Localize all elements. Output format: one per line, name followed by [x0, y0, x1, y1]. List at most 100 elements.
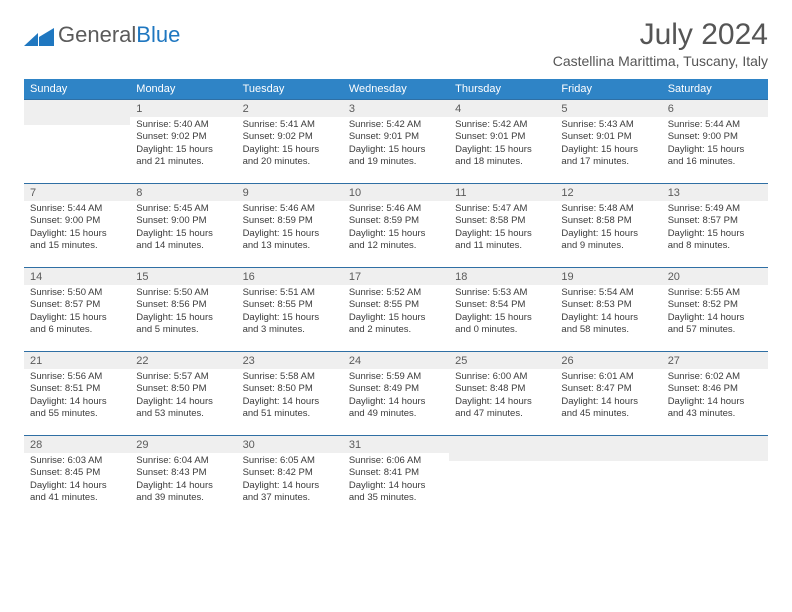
day-details: Sunrise: 5:43 AMSunset: 9:01 PMDaylight:… — [555, 117, 661, 172]
calendar-cell: 7Sunrise: 5:44 AMSunset: 9:00 PMDaylight… — [24, 183, 130, 267]
calendar-cell: 21Sunrise: 5:56 AMSunset: 8:51 PMDayligh… — [24, 351, 130, 435]
sunset-line: Sunset: 8:42 PM — [243, 467, 337, 479]
day-details: Sunrise: 5:56 AMSunset: 8:51 PMDaylight:… — [24, 369, 130, 424]
sunrise-line: Sunrise: 6:05 AM — [243, 455, 337, 467]
daylight-line: Daylight: 15 hours and 5 minutes. — [136, 312, 230, 337]
day-details: Sunrise: 6:04 AMSunset: 8:43 PMDaylight:… — [130, 453, 236, 508]
weekday-header-row: SundayMondayTuesdayWednesdayThursdayFrid… — [24, 79, 768, 99]
daylight-line: Daylight: 14 hours and 39 minutes. — [136, 480, 230, 505]
day-number: 24 — [343, 351, 449, 369]
logo-mark-icon — [24, 24, 54, 46]
daylight-line: Daylight: 14 hours and 43 minutes. — [668, 396, 762, 421]
title-block: July 2024 Castellina Marittima, Tuscany,… — [553, 18, 768, 77]
day-details: Sunrise: 5:48 AMSunset: 8:58 PMDaylight:… — [555, 201, 661, 256]
day-details: Sunrise: 5:42 AMSunset: 9:01 PMDaylight:… — [449, 117, 555, 172]
sunset-line: Sunset: 9:02 PM — [243, 131, 337, 143]
calendar-week-row: 1Sunrise: 5:40 AMSunset: 9:02 PMDaylight… — [24, 99, 768, 183]
day-details: Sunrise: 6:05 AMSunset: 8:42 PMDaylight:… — [237, 453, 343, 508]
sunset-line: Sunset: 8:57 PM — [668, 215, 762, 227]
sunrise-line: Sunrise: 5:42 AM — [349, 119, 443, 131]
sunrise-line: Sunrise: 5:44 AM — [668, 119, 762, 131]
calendar-cell: 18Sunrise: 5:53 AMSunset: 8:54 PMDayligh… — [449, 267, 555, 351]
daylight-line: Daylight: 15 hours and 2 minutes. — [349, 312, 443, 337]
weekday-header: Thursday — [449, 79, 555, 99]
sunrise-line: Sunrise: 5:40 AM — [136, 119, 230, 131]
sunset-line: Sunset: 8:41 PM — [349, 467, 443, 479]
sunset-line: Sunset: 8:51 PM — [30, 383, 124, 395]
weekday-header: Saturday — [662, 79, 768, 99]
sunrise-line: Sunrise: 5:42 AM — [455, 119, 549, 131]
calendar-cell: 10Sunrise: 5:46 AMSunset: 8:59 PMDayligh… — [343, 183, 449, 267]
sunset-line: Sunset: 8:50 PM — [243, 383, 337, 395]
day-number: 31 — [343, 435, 449, 453]
day-details: Sunrise: 5:50 AMSunset: 8:57 PMDaylight:… — [24, 285, 130, 340]
day-number: 14 — [24, 267, 130, 285]
calendar-cell: 29Sunrise: 6:04 AMSunset: 8:43 PMDayligh… — [130, 435, 236, 519]
day-details: Sunrise: 5:46 AMSunset: 8:59 PMDaylight:… — [237, 201, 343, 256]
day-number: 23 — [237, 351, 343, 369]
calendar-cell: 1Sunrise: 5:40 AMSunset: 9:02 PMDaylight… — [130, 99, 236, 183]
day-details: Sunrise: 5:50 AMSunset: 8:56 PMDaylight:… — [130, 285, 236, 340]
sunset-line: Sunset: 9:01 PM — [349, 131, 443, 143]
day-number: 26 — [555, 351, 661, 369]
sunrise-line: Sunrise: 5:55 AM — [668, 287, 762, 299]
calendar-cell — [449, 435, 555, 519]
day-details: Sunrise: 5:51 AMSunset: 8:55 PMDaylight:… — [237, 285, 343, 340]
daylight-line: Daylight: 14 hours and 49 minutes. — [349, 396, 443, 421]
day-details: Sunrise: 5:54 AMSunset: 8:53 PMDaylight:… — [555, 285, 661, 340]
day-number: 12 — [555, 183, 661, 201]
calendar-cell: 9Sunrise: 5:46 AMSunset: 8:59 PMDaylight… — [237, 183, 343, 267]
daylight-line: Daylight: 14 hours and 41 minutes. — [30, 480, 124, 505]
day-number: 27 — [662, 351, 768, 369]
day-number — [24, 99, 130, 125]
sunrise-line: Sunrise: 6:01 AM — [561, 371, 655, 383]
calendar-cell: 8Sunrise: 5:45 AMSunset: 9:00 PMDaylight… — [130, 183, 236, 267]
sunset-line: Sunset: 8:43 PM — [136, 467, 230, 479]
daylight-line: Daylight: 14 hours and 58 minutes. — [561, 312, 655, 337]
day-details: Sunrise: 5:44 AMSunset: 9:00 PMDaylight:… — [662, 117, 768, 172]
calendar-cell: 27Sunrise: 6:02 AMSunset: 8:46 PMDayligh… — [662, 351, 768, 435]
calendar-cell: 30Sunrise: 6:05 AMSunset: 8:42 PMDayligh… — [237, 435, 343, 519]
sunrise-line: Sunrise: 5:57 AM — [136, 371, 230, 383]
day-number: 6 — [662, 99, 768, 117]
day-number: 11 — [449, 183, 555, 201]
weekday-header: Friday — [555, 79, 661, 99]
sunrise-line: Sunrise: 5:49 AM — [668, 203, 762, 215]
sunrise-line: Sunrise: 5:45 AM — [136, 203, 230, 215]
sunrise-line: Sunrise: 5:53 AM — [455, 287, 549, 299]
daylight-line: Daylight: 14 hours and 37 minutes. — [243, 480, 337, 505]
calendar-cell: 13Sunrise: 5:49 AMSunset: 8:57 PMDayligh… — [662, 183, 768, 267]
sunset-line: Sunset: 8:57 PM — [30, 299, 124, 311]
daylight-line: Daylight: 15 hours and 18 minutes. — [455, 144, 549, 169]
daylight-line: Daylight: 15 hours and 14 minutes. — [136, 228, 230, 253]
daylight-line: Daylight: 14 hours and 35 minutes. — [349, 480, 443, 505]
sunrise-line: Sunrise: 5:58 AM — [243, 371, 337, 383]
sunset-line: Sunset: 8:49 PM — [349, 383, 443, 395]
day-number: 5 — [555, 99, 661, 117]
calendar-cell: 19Sunrise: 5:54 AMSunset: 8:53 PMDayligh… — [555, 267, 661, 351]
sunrise-line: Sunrise: 6:03 AM — [30, 455, 124, 467]
day-number: 20 — [662, 267, 768, 285]
daylight-line: Daylight: 15 hours and 3 minutes. — [243, 312, 337, 337]
weekday-header: Sunday — [24, 79, 130, 99]
calendar-cell: 3Sunrise: 5:42 AMSunset: 9:01 PMDaylight… — [343, 99, 449, 183]
weekday-header: Tuesday — [237, 79, 343, 99]
sunset-line: Sunset: 8:54 PM — [455, 299, 549, 311]
day-number: 19 — [555, 267, 661, 285]
day-details: Sunrise: 6:02 AMSunset: 8:46 PMDaylight:… — [662, 369, 768, 424]
sunset-line: Sunset: 8:45 PM — [30, 467, 124, 479]
sunrise-line: Sunrise: 5:54 AM — [561, 287, 655, 299]
day-number: 18 — [449, 267, 555, 285]
weekday-header: Wednesday — [343, 79, 449, 99]
sunrise-line: Sunrise: 5:46 AM — [243, 203, 337, 215]
calendar-cell: 31Sunrise: 6:06 AMSunset: 8:41 PMDayligh… — [343, 435, 449, 519]
daylight-line: Daylight: 15 hours and 17 minutes. — [561, 144, 655, 169]
daylight-line: Daylight: 15 hours and 9 minutes. — [561, 228, 655, 253]
calendar-week-row: 7Sunrise: 5:44 AMSunset: 9:00 PMDaylight… — [24, 183, 768, 267]
sunrise-line: Sunrise: 5:56 AM — [30, 371, 124, 383]
day-details: Sunrise: 5:49 AMSunset: 8:57 PMDaylight:… — [662, 201, 768, 256]
sunset-line: Sunset: 9:01 PM — [561, 131, 655, 143]
daylight-line: Daylight: 15 hours and 19 minutes. — [349, 144, 443, 169]
logo-blue: Blue — [136, 22, 180, 47]
sunset-line: Sunset: 9:01 PM — [455, 131, 549, 143]
